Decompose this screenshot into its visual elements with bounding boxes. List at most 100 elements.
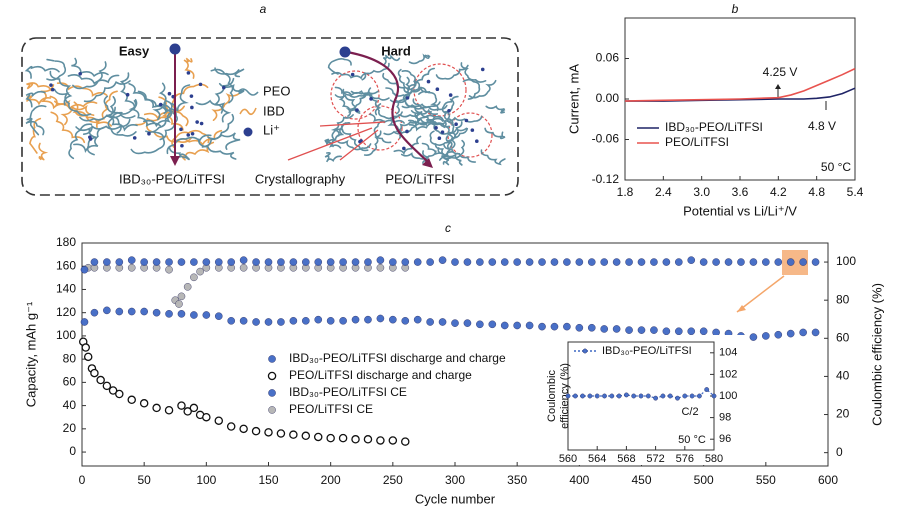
data-point <box>164 405 174 415</box>
data-point <box>774 258 783 266</box>
diagram-label: Crystallography <box>255 171 346 186</box>
data-point <box>631 393 637 399</box>
data-point <box>650 326 658 334</box>
y-tick-label: 80 <box>63 351 77 365</box>
y-tick-label: -0.12 <box>592 172 620 186</box>
panel-label: a <box>260 2 267 16</box>
data-point <box>572 393 578 399</box>
arrow <box>346 50 429 163</box>
data-point <box>749 258 758 266</box>
data-point <box>81 343 90 352</box>
y-tick-label: 120 <box>56 305 76 319</box>
y-tick-label: 180 <box>56 235 76 249</box>
data-point <box>165 265 173 274</box>
data-point <box>699 327 708 336</box>
data-point <box>749 333 758 341</box>
data-point <box>550 322 559 331</box>
y-axis-label: efficiency (%) <box>559 363 571 429</box>
fiber <box>373 120 392 144</box>
fiber <box>393 135 422 156</box>
data-point <box>587 323 596 332</box>
data-point <box>183 407 192 416</box>
data-point <box>152 258 161 266</box>
data-point <box>580 393 585 399</box>
data-point <box>175 300 183 308</box>
fiber <box>462 78 481 100</box>
data-point <box>103 306 111 315</box>
data-point <box>625 326 633 334</box>
y-axis-label: Coulombic <box>546 370 558 422</box>
data-point <box>326 258 335 266</box>
fiber <box>152 82 167 121</box>
x-tick-label: 0 <box>79 473 86 487</box>
data-point <box>500 258 509 266</box>
data-point <box>90 368 99 378</box>
data-point <box>704 387 710 392</box>
data-point <box>214 312 223 320</box>
data-point <box>80 265 89 274</box>
x-tick-label: 5.4 <box>847 185 864 199</box>
data-point <box>376 263 385 272</box>
fiber <box>324 152 342 163</box>
data-point <box>177 292 186 301</box>
fiber <box>73 126 105 154</box>
annotation: 4.8 V <box>808 119 836 133</box>
fiber <box>166 134 212 155</box>
data-point <box>239 317 248 325</box>
data-point <box>165 258 173 266</box>
data-point <box>609 393 615 399</box>
fiber <box>331 71 370 80</box>
data-point <box>426 258 434 266</box>
fiber <box>338 91 361 114</box>
fiber <box>342 88 379 98</box>
data-point <box>301 431 311 441</box>
data-point <box>488 258 497 266</box>
ion <box>158 102 163 107</box>
x-tick-label: 4.2 <box>770 185 787 199</box>
ion <box>190 131 195 136</box>
data-point <box>239 424 248 434</box>
data-point <box>699 258 708 266</box>
data-point <box>90 258 99 266</box>
ion <box>88 137 93 141</box>
data-point <box>152 403 161 413</box>
data-point <box>226 422 236 431</box>
fiber <box>68 123 93 160</box>
x-axis-label: Cycle number <box>415 491 496 506</box>
fiber <box>446 121 463 149</box>
data-point <box>513 258 521 266</box>
ion <box>435 87 440 92</box>
ion <box>369 97 373 101</box>
diagram-label: Hard <box>381 43 411 58</box>
data-point <box>463 319 472 327</box>
fiber <box>119 72 136 110</box>
ion <box>447 109 451 113</box>
data-point <box>214 258 223 266</box>
fiber <box>201 113 235 148</box>
fiber <box>72 61 107 90</box>
y-tick-label: 0 <box>69 444 76 458</box>
x-tick-label: 3.0 <box>693 185 710 199</box>
ion <box>350 72 355 77</box>
zoom-arrow <box>736 275 785 313</box>
x-tick-label: 150 <box>258 473 278 487</box>
data-point <box>190 311 198 319</box>
ion <box>199 121 204 126</box>
x-tick-label: 576 <box>676 453 694 465</box>
data-point <box>675 327 683 336</box>
data-point <box>653 395 658 401</box>
y-axis-label: Current, mA <box>566 64 581 134</box>
data-point <box>762 258 770 266</box>
y2-tick-label: 40 <box>836 369 850 383</box>
data-point <box>301 258 310 266</box>
data-point <box>538 322 546 331</box>
annotation: 50 °C <box>821 160 851 174</box>
legend-marker <box>267 371 277 381</box>
data-point <box>363 435 373 444</box>
data-point <box>438 256 447 264</box>
ion <box>448 93 453 97</box>
data-point <box>451 258 459 266</box>
data-point <box>202 311 211 319</box>
ion <box>186 71 191 75</box>
y-tick-label: 100 <box>56 328 76 342</box>
